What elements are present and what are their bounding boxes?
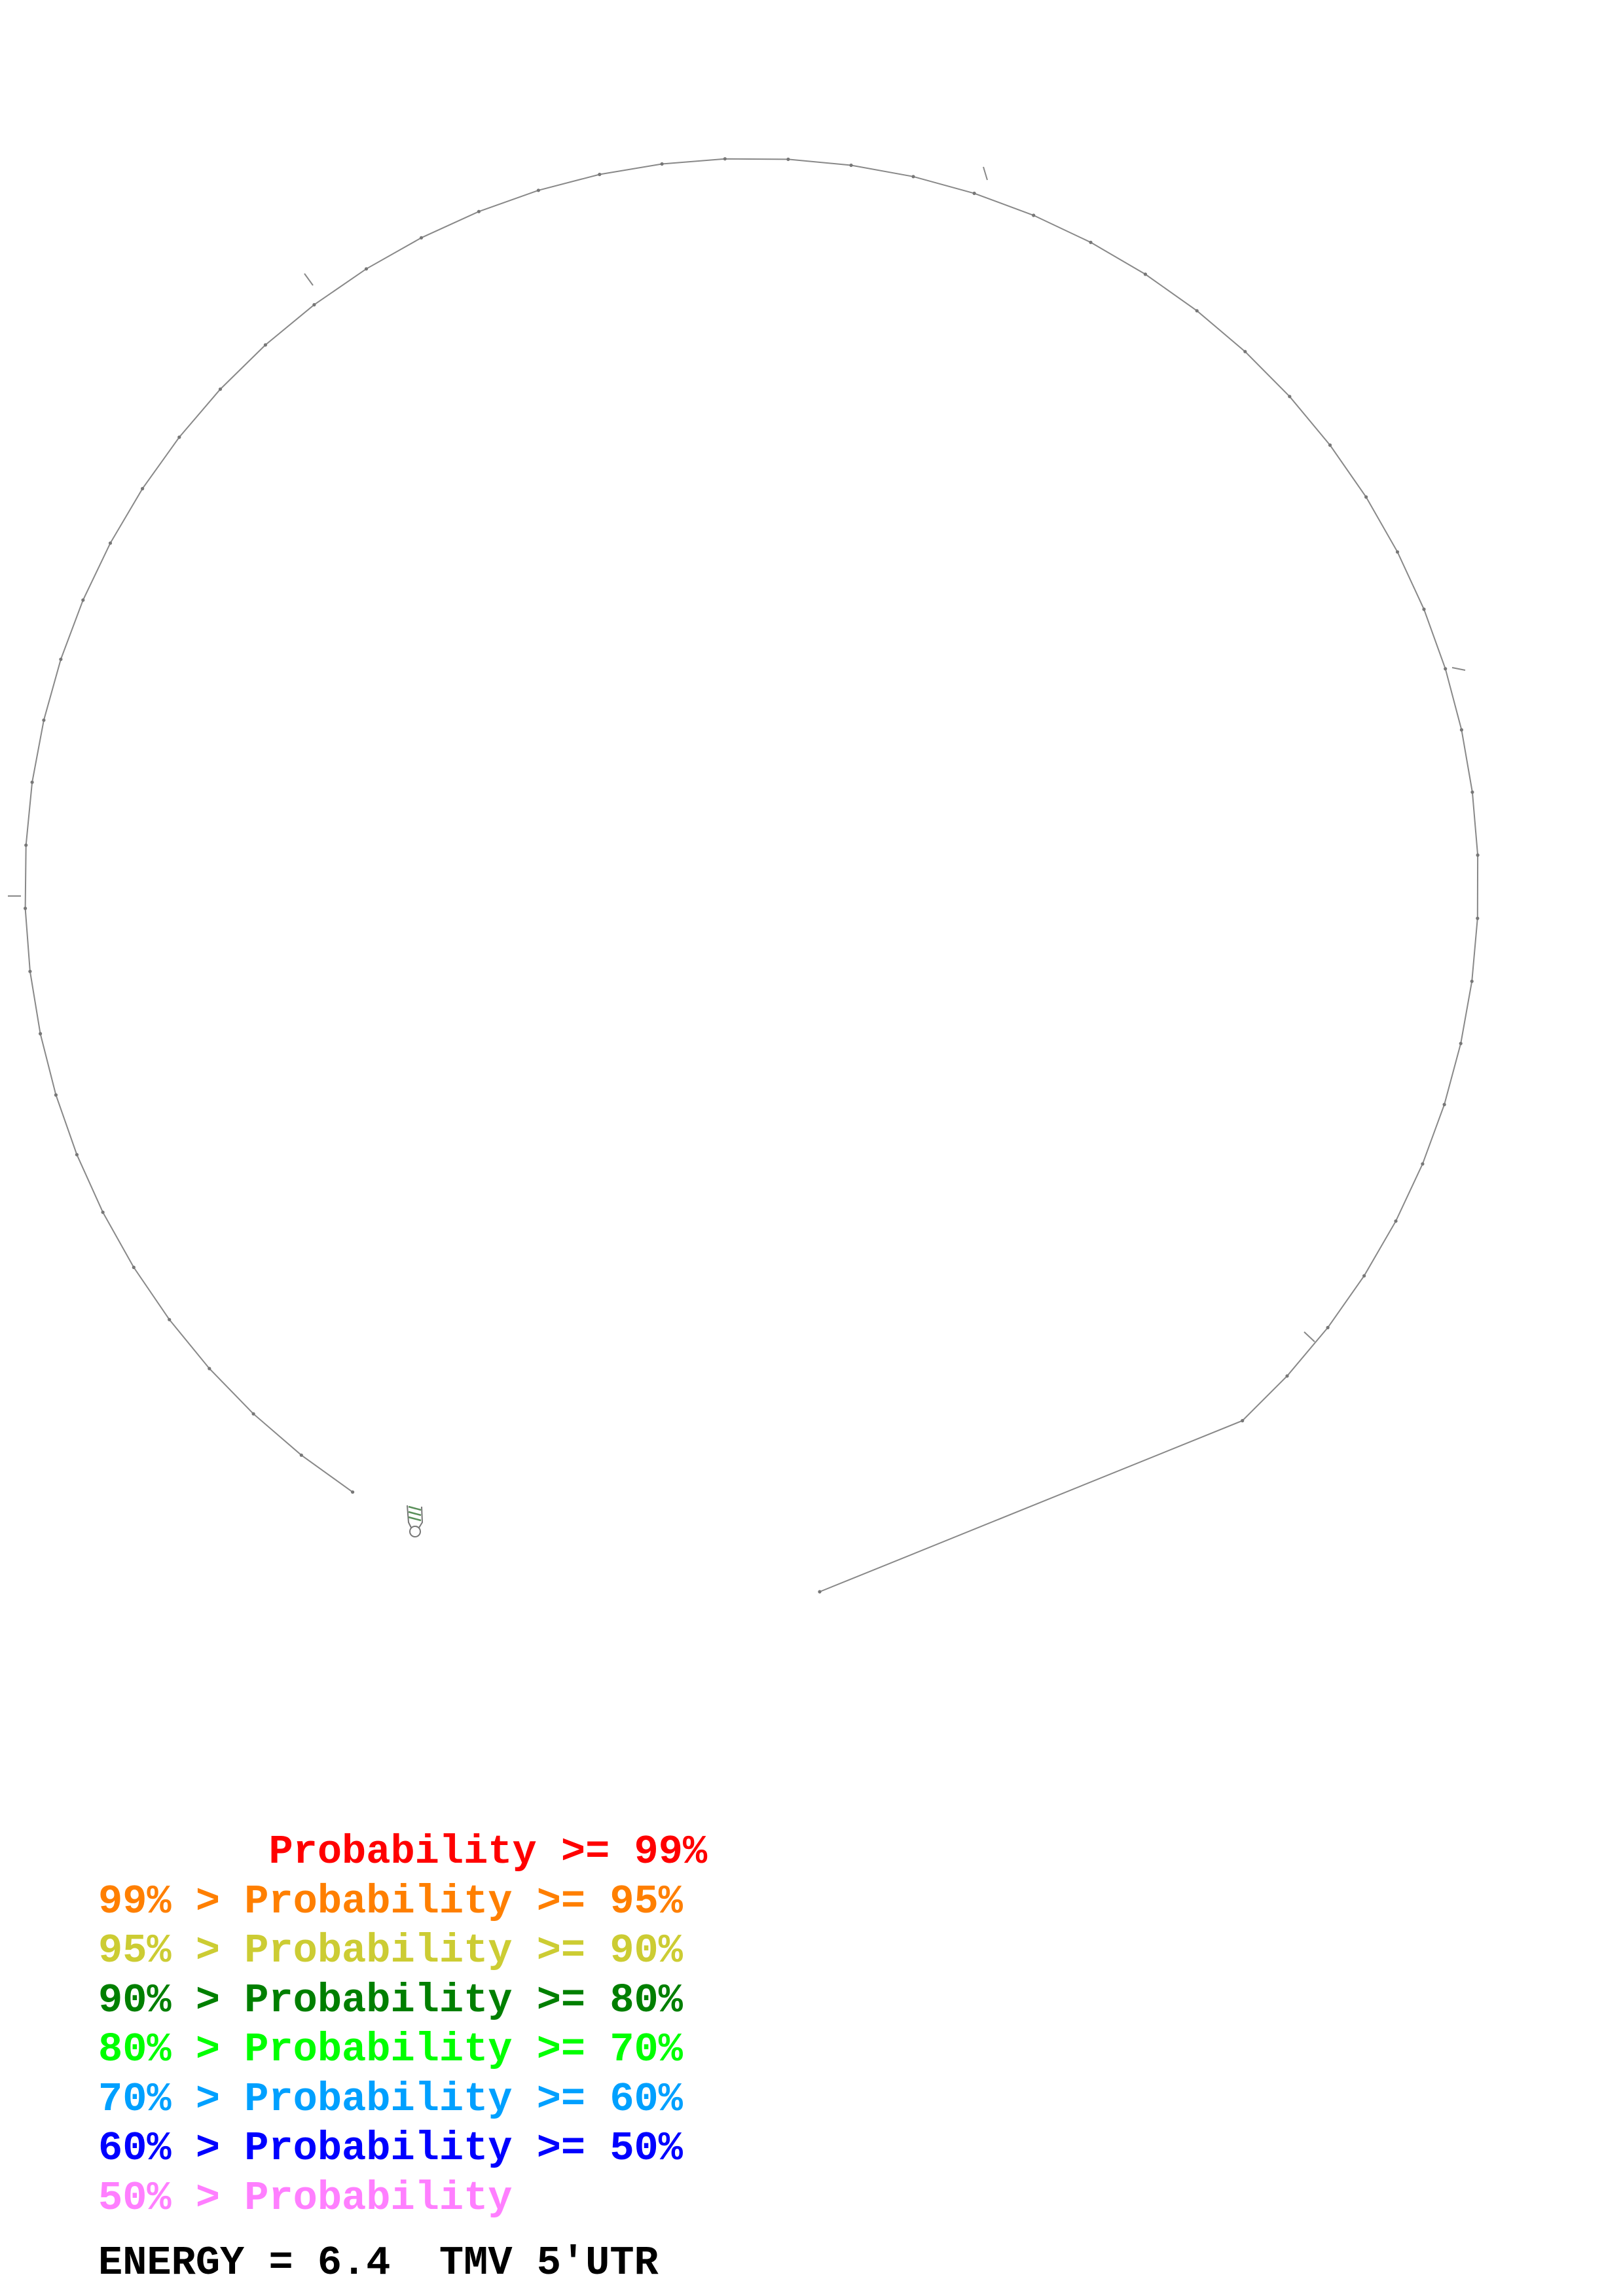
probability-legend: Probability >= 99% 99% > Probability >= … (98, 1827, 707, 2223)
nucleotide-marker (28, 969, 32, 973)
nucleotide-marker (1459, 1041, 1463, 1045)
nucleotide-marker (1422, 607, 1426, 611)
nucleotide-marker (218, 387, 223, 391)
nucleotide-marker (1089, 240, 1093, 244)
base-pair (408, 1505, 422, 1511)
legend-row-below-50: 50% > Probability (98, 2174, 513, 2221)
nucleotide-marker (168, 1318, 172, 1321)
nucleotide-marker (849, 163, 853, 168)
energy-value: ENERGY = 6.4 (98, 2240, 391, 2286)
legend-row-60: 70% > Probability >= 60% (98, 2075, 683, 2123)
nucleotide-marker (1442, 1103, 1446, 1107)
hairpin-strand (418, 1506, 424, 1528)
nucleotide-marker (723, 157, 727, 161)
nucleotide-marker (911, 175, 915, 179)
nucleotide-marker (1328, 443, 1332, 447)
nucleotide-markers (24, 157, 1480, 1594)
nucleotide-marker (1195, 309, 1199, 313)
nucleotide-marker (1476, 916, 1480, 920)
nucleotide-marker (30, 780, 34, 784)
nucleotide-marker (251, 1412, 255, 1416)
base-tick-stubs (8, 166, 1466, 1342)
nucleotide-marker (59, 657, 63, 661)
base-tick (1304, 1331, 1315, 1342)
nucleotide-marker (1459, 728, 1463, 732)
rna-structure-diagram (8, 157, 1480, 1594)
nucleotide-marker (42, 718, 46, 722)
nucleotide-marker (364, 267, 369, 271)
hairpin-loop-ring (409, 1526, 421, 1537)
backbone-line (24, 158, 1479, 1592)
base-tick (304, 273, 314, 286)
nucleotide-marker (39, 1031, 43, 1035)
nucleotide-marker (1288, 395, 1292, 399)
base-tick (1451, 667, 1466, 671)
legend-row-99: Probability >= 99% (98, 1829, 708, 1875)
nucleotide-marker (299, 1453, 303, 1457)
legend-row-70: 80% > Probability >= 70% (98, 2026, 683, 2073)
nucleotide-marker (351, 1490, 355, 1494)
nucleotide-marker (54, 1093, 58, 1097)
hairpin-loop (407, 1505, 424, 1537)
sequence-name: TMV 5'UTR (439, 2240, 659, 2286)
nucleotide-marker (75, 1153, 79, 1157)
nucleotide-marker (1395, 550, 1400, 554)
nucleotide-marker (24, 843, 28, 847)
nucleotide-marker (786, 157, 790, 161)
nucleotide-marker (1470, 790, 1474, 794)
nucleotide-marker (598, 172, 602, 177)
energy-footer: ENERGY = 6.4 TMV 5'UTR (98, 2240, 659, 2286)
nucleotide-marker (1470, 979, 1474, 983)
rna-backbone (24, 158, 1479, 1592)
nucleotide-marker (1326, 1325, 1330, 1329)
legend-row-90: 95% > Probability >= 90% (98, 1928, 683, 1974)
legend-row-95: 99% > Probability >= 95% (98, 1878, 683, 1925)
base-pair (408, 1511, 422, 1516)
nucleotide-marker (1444, 667, 1448, 671)
nucleotide-marker (1285, 1374, 1289, 1378)
nucleotide-marker (1421, 1162, 1425, 1166)
nucleotide-marker (1143, 272, 1147, 276)
nucleotide-marker (81, 598, 85, 602)
nucleotide-marker (141, 487, 145, 491)
nucleotide-marker (1364, 495, 1368, 499)
nucleotide-marker (660, 162, 664, 166)
base-pair (408, 1516, 422, 1522)
nucleotide-marker (477, 209, 481, 213)
nucleotide-marker (1241, 1419, 1245, 1423)
nucleotide-marker (536, 188, 541, 192)
nucleotide-marker (818, 1590, 822, 1594)
legend-row-50: 60% > Probability >= 50% (98, 2125, 683, 2172)
base-tick (983, 166, 988, 181)
hairpin-strand (407, 1505, 412, 1528)
nucleotide-marker (208, 1367, 211, 1371)
nucleotide-marker (1032, 213, 1036, 217)
nucleotide-marker (1362, 1274, 1366, 1278)
nucleotide-marker (1243, 350, 1247, 353)
nucleotide-marker (312, 303, 316, 307)
nucleotide-marker (177, 435, 181, 439)
nucleotide-marker (263, 343, 267, 347)
nucleotide-marker (1394, 1219, 1398, 1223)
nucleotide-marker (101, 1210, 105, 1214)
legend-row-80: 90% > Probability >= 80% (98, 1977, 683, 2024)
nucleotide-marker (419, 236, 424, 240)
nucleotide-marker (1476, 853, 1480, 857)
nucleotide-marker (108, 541, 113, 545)
nucleotide-marker (972, 191, 976, 195)
nucleotide-marker (24, 906, 27, 910)
nucleotide-marker (132, 1265, 136, 1269)
